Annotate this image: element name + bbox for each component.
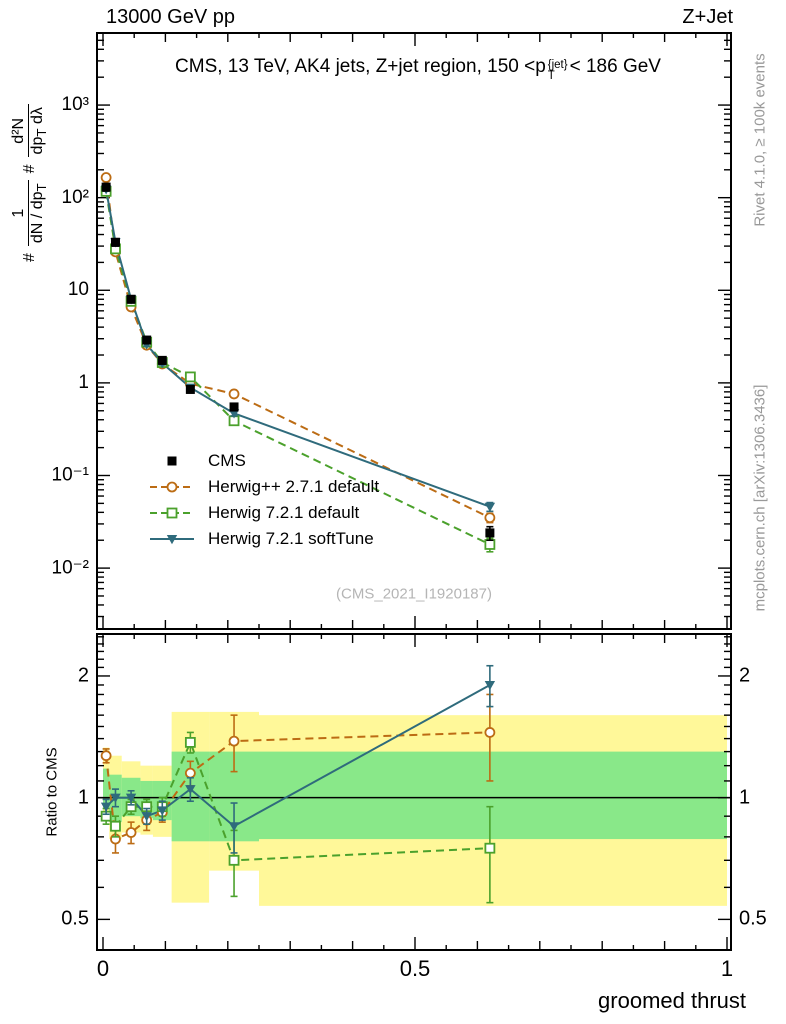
ratio-uncertainty-bands <box>103 711 727 906</box>
legend-marker-icon <box>150 481 194 493</box>
x-axis-title: groomed thrust <box>598 988 746 1013</box>
tick-label: 10⁻¹ <box>51 464 90 486</box>
tick-label: 0 <box>96 956 110 981</box>
legend-label: CMS <box>208 451 246 470</box>
mcplots-reference-note: mcplots.cern.ch [arXiv:1306.3436] <box>751 384 769 612</box>
tick-label: 0.5 <box>739 907 767 930</box>
plot-title-tail: < 186 GeV <box>569 56 661 77</box>
tick-label: 2 <box>739 664 751 687</box>
tick-label: 1 <box>739 786 751 809</box>
fraction-one-over-dndpt: 1 dN / dpT <box>10 180 50 247</box>
tick-label: 1 <box>77 786 89 809</box>
series-CMS <box>101 182 495 542</box>
legend-label: Herwig 7.2.1 softTune <box>208 529 374 548</box>
tick-label: 10 <box>67 279 89 301</box>
legend-label: Herwig++ 2.7.1 default <box>208 477 380 496</box>
legend-marker-icon <box>150 535 194 545</box>
tick-label: 0.5 <box>61 907 89 930</box>
axis-ticks <box>97 33 731 950</box>
hash-symbol: # <box>20 253 38 262</box>
tick-label: 1 <box>720 956 734 981</box>
main-frame <box>96 32 732 630</box>
tick-label: 10³ <box>61 94 89 116</box>
beam-energy-label: 13000 GeV pp <box>106 6 235 28</box>
tick-label: 1 <box>78 371 89 393</box>
tick-label: 0.5 <box>399 956 431 981</box>
pt-superscript: {jet} <box>547 58 568 71</box>
plot-title-text: CMS, 13 TeV, AK4 jets, Z+jet region, 150… <box>175 56 546 77</box>
legend-marker-icon <box>150 507 194 519</box>
legend-item: Herwig++ 2.7.1 default <box>148 474 379 500</box>
process-label: Z+Jet <box>682 6 733 28</box>
ratio-axis-title: Ratio to CMS <box>43 747 61 837</box>
legend-marker-icon <box>167 456 177 466</box>
pt-subscript: T <box>547 70 555 82</box>
hash-symbol: # <box>20 164 38 174</box>
legend-item: CMS <box>148 448 379 474</box>
ratio-panel-series <box>100 664 496 904</box>
legend-label: Herwig 7.2.1 default <box>208 503 360 522</box>
tick-label: 2 <box>77 664 89 687</box>
legend-item: Herwig 7.2.1 default <box>148 500 379 526</box>
plot-title: CMS, 13 TeV, AK4 jets, Z+jet region, 150… <box>175 56 661 83</box>
ratio-frame <box>96 633 732 951</box>
analysis-id-watermark: (CMS_2021_I1920187) <box>336 585 492 603</box>
ratio-series-Herwig-7.2.1-softTune <box>100 664 496 854</box>
rivet-version-note: Rivet 4.1.0, ≥ 100k events <box>751 53 769 227</box>
tick-label: 10⁻² <box>51 557 90 579</box>
legend-item: Herwig 7.2.1 softTune <box>148 526 379 552</box>
fraction-d2n: d²N dpT dλ <box>10 104 50 158</box>
pt-jet-symbol: {jet} T <box>547 58 568 83</box>
y-axis-title: # 1 dN / dpT # d²N dpT dλ <box>10 104 50 262</box>
main-panel-series <box>100 172 496 553</box>
legend: CMS Herwig++ 2.7.1 default Herwig 7.2.1 de… <box>148 448 379 552</box>
tick-label: 10² <box>61 186 89 208</box>
